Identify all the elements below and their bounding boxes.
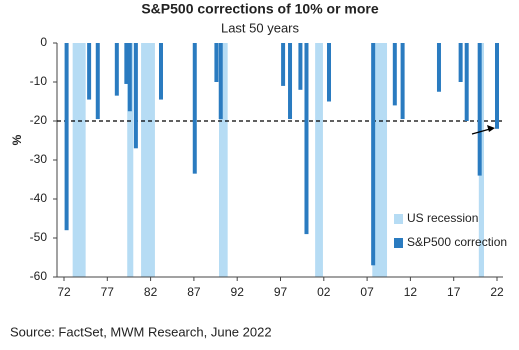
legend-label: US recession [407, 211, 478, 225]
recession-band [72, 43, 86, 277]
x-tick-label: 22 [490, 285, 504, 299]
legend-swatch [394, 238, 403, 248]
legend-swatch [394, 214, 403, 224]
y-tick-label: -40 [30, 191, 48, 205]
bar [64, 43, 69, 231]
y-tick-label: -10 [30, 74, 48, 88]
bar [281, 43, 286, 86]
bar [477, 43, 482, 176]
bar [114, 43, 119, 96]
recession-band [219, 43, 228, 277]
recession-band [141, 43, 155, 277]
y-tick-label: -60 [30, 269, 48, 283]
chart-title: S&P500 corrections of 10% or more [141, 1, 379, 17]
x-tick-label: 87 [187, 285, 201, 299]
x-tick-label: 17 [447, 285, 461, 299]
x-tick-label: 12 [404, 285, 418, 299]
plot-area: 0 -10 -20 -30 -40 -50 -60 72 77 82 87 92 97 02 07 12 17 2… [30, 35, 507, 299]
x-tick-label: 07 [360, 285, 374, 299]
bar [495, 43, 499, 129]
source-note: Source: FactSet, MWM Research, June 2022 [10, 324, 272, 339]
bar [326, 43, 331, 102]
x-tick-label: 72 [57, 285, 71, 299]
bar [127, 43, 132, 112]
bar [192, 43, 197, 174]
bar [214, 43, 219, 82]
bar [124, 43, 129, 84]
y-tick-label: -50 [30, 230, 48, 244]
x-tick-label: 97 [274, 285, 288, 299]
bar [371, 43, 376, 266]
x-tick-label: 02 [317, 285, 331, 299]
bar [87, 43, 92, 100]
bar [392, 43, 397, 106]
bar [464, 43, 469, 121]
bar [288, 43, 293, 120]
bar [95, 43, 100, 120]
x-tick-label: 82 [144, 285, 158, 299]
bar [458, 43, 463, 82]
bar [298, 43, 303, 90]
bar [304, 43, 309, 235]
bar [158, 43, 163, 100]
y-tick-label: -20 [30, 113, 48, 127]
recession-band [127, 43, 134, 277]
recession-band [372, 43, 388, 277]
y-tick-label: -30 [30, 152, 48, 166]
x-tick-label: 77 [101, 285, 115, 299]
legend-label: S&P500 correction [407, 235, 507, 249]
x-tick-label: 92 [231, 285, 245, 299]
bar [133, 43, 138, 149]
recession-band [315, 43, 323, 277]
bar [218, 43, 223, 120]
bar [400, 43, 405, 120]
arrow [471, 125, 495, 135]
chart-subtitle: Last 50 years [221, 20, 300, 35]
y-tick-label: 0 [40, 35, 47, 49]
bar [436, 43, 441, 92]
y-axis-label: % [10, 134, 24, 145]
